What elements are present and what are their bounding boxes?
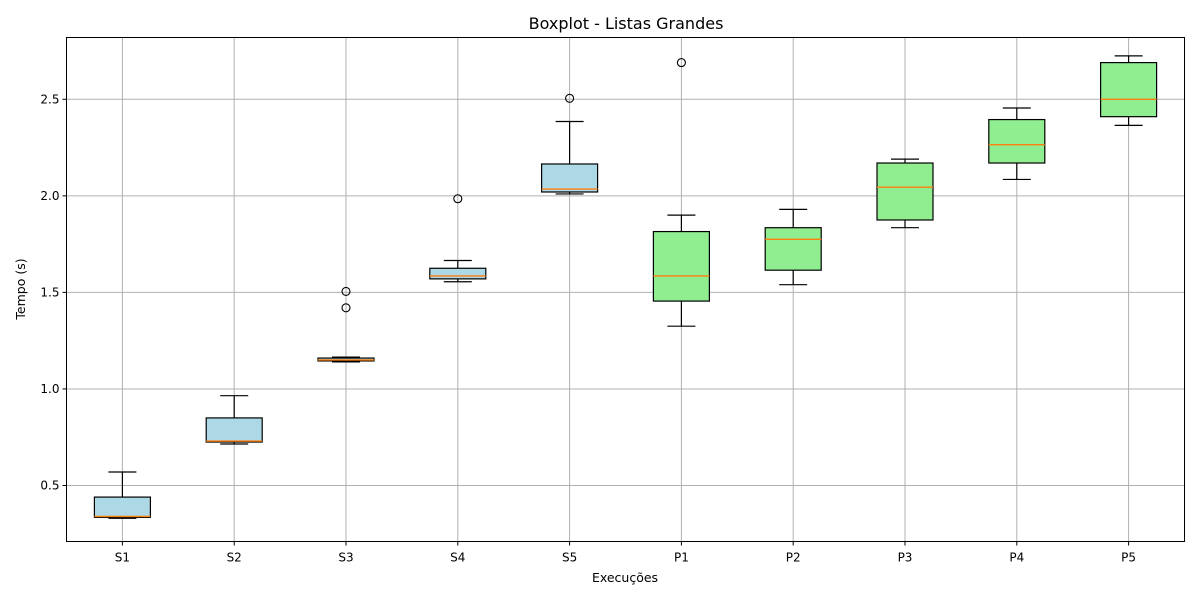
- y-tick-label: 2.0: [40, 189, 59, 203]
- box-p2: [764, 208, 822, 286]
- outlier-point: [341, 303, 351, 313]
- iqr-box: [540, 163, 599, 193]
- box-s5: [540, 93, 599, 195]
- x-tick-label: S5: [562, 551, 577, 565]
- x-axis-label: Execuções: [592, 570, 658, 585]
- y-tick-label: 1.0: [40, 382, 59, 396]
- outlier-point: [676, 58, 686, 68]
- x-tick-label: S4: [450, 551, 465, 565]
- y-tick-label: 0.5: [40, 479, 59, 493]
- x-tick-label: P3: [898, 551, 913, 565]
- iqr-box: [764, 227, 822, 271]
- x-tick-label: S1: [115, 551, 130, 565]
- box-s3: [317, 286, 375, 363]
- iqr-box: [988, 118, 1046, 164]
- x-tick-label: S2: [227, 551, 242, 565]
- y-axis-label: Tempo (s): [13, 258, 28, 320]
- y-tick-label: 2.5: [40, 92, 59, 106]
- x-tick-label: P2: [786, 551, 801, 565]
- box-p5: [1099, 55, 1158, 126]
- tick-layer: S1 S2 S3 S4 S5 P1 P2 P3 P4 P5 0.5 1.0 1.5 2.0 2.5: [40, 92, 1136, 564]
- iqr-box: [876, 162, 934, 221]
- box-s2: [205, 395, 263, 445]
- plot-frame: [66, 37, 1185, 542]
- outlier-point: [453, 194, 463, 204]
- x-tick-label: P4: [1009, 551, 1024, 565]
- chart-title: Boxplot - Listas Grandes: [529, 14, 724, 33]
- box-p4: [988, 107, 1046, 181]
- box-p1: [652, 58, 711, 327]
- iqr-box: [205, 417, 263, 443]
- x-tick-label: S3: [338, 551, 353, 565]
- x-tick-label: P5: [1121, 551, 1136, 565]
- outlier-point: [341, 286, 351, 296]
- x-tick-label: P1: [674, 551, 689, 565]
- box-s4: [429, 194, 487, 283]
- outlier-point: [565, 93, 575, 103]
- box-s1: [93, 471, 152, 519]
- iqr-box: [93, 496, 152, 518]
- iqr-box: [652, 230, 711, 302]
- box-layer: [93, 55, 1158, 519]
- iqr-box: [1099, 62, 1158, 118]
- iqr-box: [429, 267, 487, 280]
- box-p3: [876, 158, 934, 229]
- y-tick-label: 1.5: [40, 285, 59, 299]
